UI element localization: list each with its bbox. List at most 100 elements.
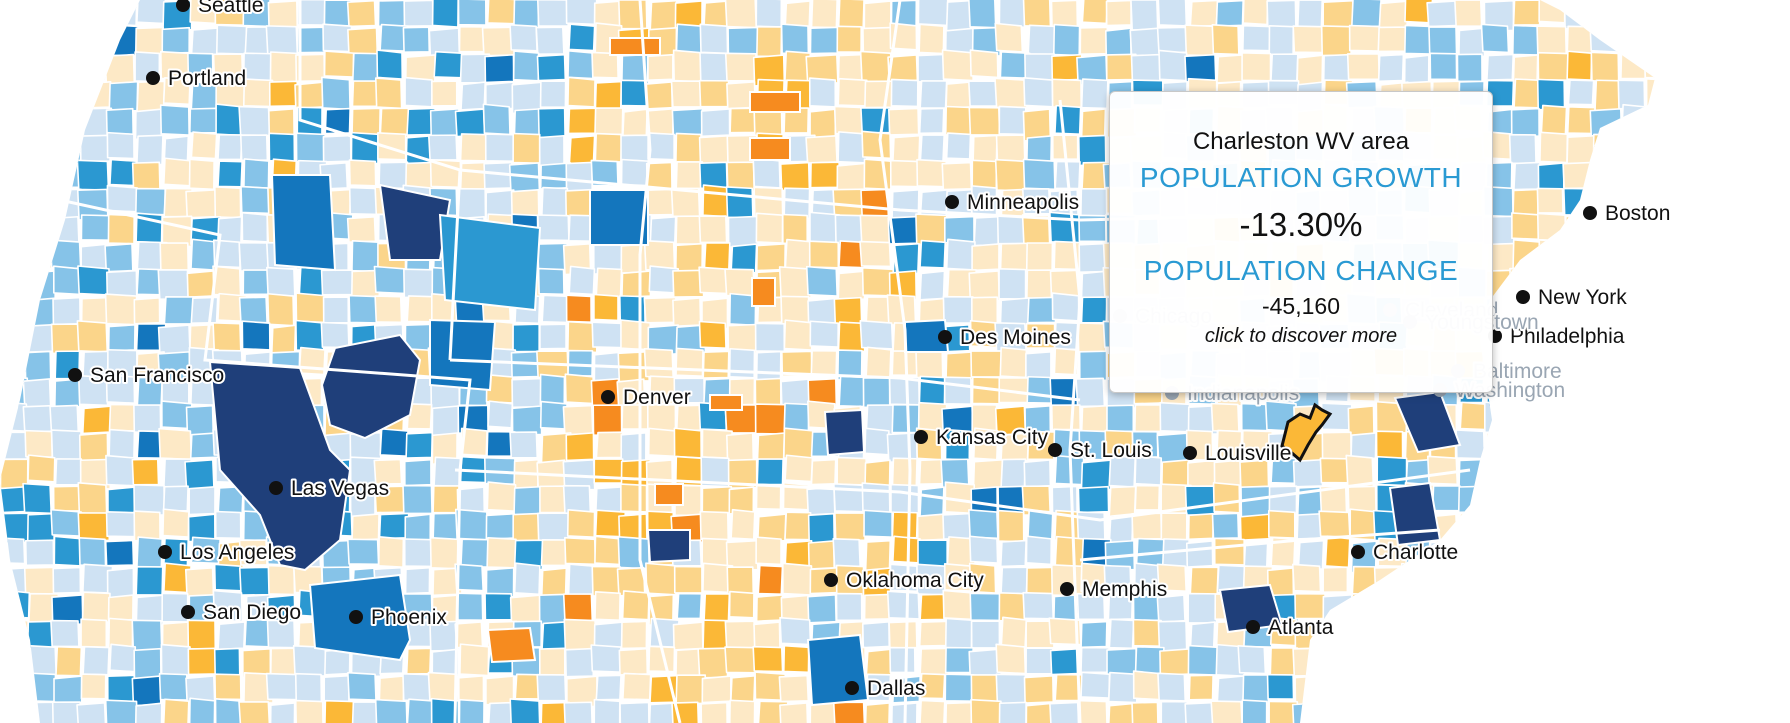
county-cell[interactable]: [1592, 562, 1621, 594]
county-cell[interactable]: [163, 296, 195, 325]
county-cell[interactable]: [238, 296, 268, 324]
county-cell[interactable]: [1324, 535, 1351, 569]
county-cell[interactable]: [864, 427, 890, 456]
county-cell[interactable]: [431, 405, 460, 437]
county-cell[interactable]: [968, 270, 1001, 303]
county-cell[interactable]: [1187, 644, 1219, 676]
county-cell[interactable]: [672, 297, 702, 328]
county-cell[interactable]: [1156, 432, 1191, 464]
county-cell[interactable]: [0, 243, 26, 277]
county-cell[interactable]: [1189, 566, 1220, 598]
county-cell[interactable]: [1647, 512, 1675, 539]
county-cell[interactable]: [998, 267, 1027, 300]
county-cell[interactable]: [1671, 162, 1703, 192]
county-cell[interactable]: [1510, 107, 1540, 138]
county-cell[interactable]: [755, 212, 784, 244]
county-cell[interactable]: [1510, 402, 1541, 432]
county-cell[interactable]: [82, 645, 110, 676]
county-cell[interactable]: [1049, 211, 1081, 245]
county-cell[interactable]: [1616, 23, 1648, 52]
county-cell[interactable]: [1486, 698, 1515, 723]
county-cell[interactable]: [863, 509, 893, 538]
county-cell[interactable]: [1457, 485, 1484, 514]
county-cell[interactable]: [1350, 593, 1378, 621]
county-cell[interactable]: [1619, 620, 1647, 649]
county-cell[interactable]: [1564, 590, 1594, 620]
county-cell[interactable]: [728, 590, 755, 619]
county-cell[interactable]: [1296, 54, 1324, 87]
county-cell[interactable]: [942, 295, 975, 324]
region-nebraska-west[interactable]: [751, 277, 776, 307]
county-cell[interactable]: [403, 538, 433, 568]
county-cell[interactable]: [52, 296, 81, 326]
county-cell[interactable]: [889, 159, 921, 188]
county-cell[interactable]: [1486, 53, 1515, 81]
county-cell[interactable]: [969, 49, 999, 79]
county-cell[interactable]: [268, 80, 299, 108]
county-cell[interactable]: [1567, 242, 1599, 270]
county-cell[interactable]: [648, 645, 676, 673]
county-cell[interactable]: [1131, 701, 1159, 723]
county-cell[interactable]: [1378, 0, 1409, 31]
county-cell[interactable]: [109, 24, 139, 57]
county-cell[interactable]: [1239, 513, 1272, 541]
county-cell[interactable]: [892, 242, 920, 276]
county-cell[interactable]: [891, 457, 918, 487]
county-cell[interactable]: [1426, 455, 1459, 486]
county-cell[interactable]: [536, 673, 567, 702]
county-cell[interactable]: [1643, 323, 1674, 352]
county-cell[interactable]: [1458, 564, 1486, 595]
county-cell[interactable]: [1241, 51, 1272, 82]
county-cell[interactable]: [861, 621, 891, 649]
county-cell[interactable]: [671, 701, 700, 723]
county-cell[interactable]: [1539, 512, 1566, 541]
county-cell[interactable]: [1077, 322, 1107, 354]
county-cell[interactable]: [837, 270, 866, 302]
county-cell[interactable]: [1644, 594, 1671, 627]
county-cell[interactable]: [1216, 53, 1245, 84]
county-cell[interactable]: [865, 346, 892, 380]
region-oklahoma-east[interactable]: [646, 529, 691, 564]
county-cell[interactable]: [1458, 458, 1488, 490]
county-cell[interactable]: [323, 674, 350, 705]
county-cell[interactable]: [647, 108, 674, 138]
county-cell[interactable]: [807, 594, 837, 624]
county-cell[interactable]: [727, 26, 759, 57]
county-cell[interactable]: [1000, 616, 1028, 648]
county-cell[interactable]: [835, 592, 863, 622]
county-cell[interactable]: [1617, 79, 1646, 110]
county-cell[interactable]: [1512, 511, 1544, 541]
county-cell[interactable]: [537, 267, 565, 296]
county-cell[interactable]: [266, 266, 296, 297]
county-cell[interactable]: [1643, 405, 1674, 433]
county-cell[interactable]: [622, 672, 652, 701]
county-cell[interactable]: [295, 319, 325, 353]
county-cell[interactable]: [1456, 53, 1483, 83]
county-cell[interactable]: [1377, 592, 1408, 620]
county-cell[interactable]: [22, 482, 53, 515]
county-cell[interactable]: [1647, 106, 1675, 134]
county-cell[interactable]: [755, 483, 782, 511]
county-cell[interactable]: [1025, 242, 1054, 273]
county-cell[interactable]: [779, 616, 812, 646]
county-cell[interactable]: [810, 0, 838, 29]
county-cell[interactable]: [1215, 429, 1243, 460]
county-cell[interactable]: [131, 161, 161, 192]
county-cell[interactable]: [50, 429, 83, 461]
county-cell[interactable]: [1620, 0, 1647, 27]
county-cell[interactable]: [675, 347, 704, 378]
county-cell[interactable]: [1538, 0, 1566, 24]
county-cell[interactable]: [1511, 644, 1540, 676]
county-cell[interactable]: [753, 186, 784, 218]
county-cell[interactable]: [620, 319, 652, 351]
county-cell[interactable]: [1616, 349, 1645, 377]
county-cell[interactable]: [1405, 458, 1431, 488]
county-cell[interactable]: [757, 564, 784, 595]
county-cell[interactable]: [376, 49, 404, 80]
county-cell[interactable]: [1565, 702, 1592, 723]
county-cell[interactable]: [1588, 591, 1621, 619]
county-cell[interactable]: [186, 270, 215, 299]
county-cell[interactable]: [832, 538, 862, 569]
county-cell[interactable]: [55, 105, 86, 137]
county-cell[interactable]: [76, 0, 110, 29]
